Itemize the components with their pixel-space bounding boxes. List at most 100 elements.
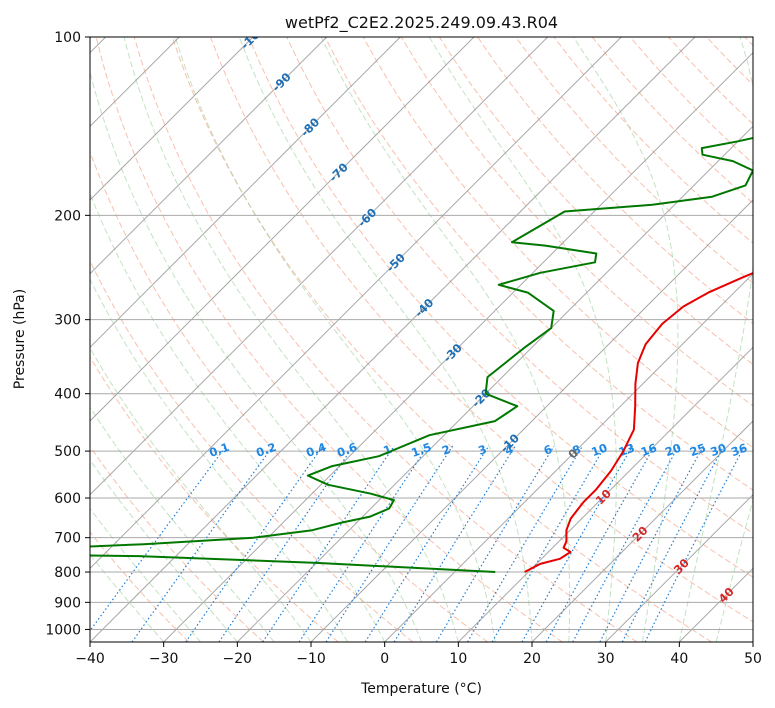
mixing-ratio-line <box>298 445 429 642</box>
isotherm-line <box>90 37 622 570</box>
y-tick-label: 100 <box>54 30 81 46</box>
x-tick-label: −30 <box>149 651 179 667</box>
mixing-ratio-label: 0.1 <box>207 440 231 460</box>
mixing-ratio-line <box>466 445 584 642</box>
dry-adiabat-line <box>90 445 264 642</box>
x-tick-label: 0 <box>380 651 389 667</box>
mixing-ratio-line <box>545 445 656 642</box>
isotherm-line <box>531 420 753 642</box>
moist-adiabat-line <box>428 37 617 642</box>
dry-adiabat-line <box>591 37 753 204</box>
y-tick-label: 400 <box>54 387 81 403</box>
dry-adiabat-line <box>210 37 753 623</box>
y-tick-label: 200 <box>54 208 81 224</box>
y-tick-label: 800 <box>54 565 81 581</box>
mixing-ratio-line <box>325 445 454 642</box>
dry-adiabat-line <box>90 531 190 642</box>
isotherm-line <box>605 493 753 642</box>
isotherm-line <box>236 125 753 642</box>
isoline-labels: 0.1 0.2 0.4 0.6 1 1.5 2 3 4 6 8 10 13 16 20 25 30 36-100-… <box>207 37 749 606</box>
mixing-ratio-label: 0.4 <box>304 440 328 460</box>
background-lines <box>90 37 753 642</box>
mixing-ratio-label: 36 <box>729 441 749 460</box>
mixing-ratio-line <box>621 445 725 642</box>
moist-adiabat-line <box>678 37 753 642</box>
x-tick-label: −20 <box>223 651 253 667</box>
moist-adiabat-line <box>90 70 422 642</box>
x-tick-label: 10 <box>449 651 467 667</box>
x-tick-label: 20 <box>523 651 541 667</box>
dry-adiabat-line <box>90 259 414 642</box>
mixing-ratio-label: 10 <box>589 441 609 460</box>
moist-adiabat-line <box>90 553 165 642</box>
moist-adiabat-line <box>123 37 459 642</box>
isotherm-line <box>90 37 401 349</box>
mixing-ratio-label: 0.2 <box>254 440 278 460</box>
isotherm-line <box>90 37 696 642</box>
profile-traces <box>90 136 753 573</box>
moist-adiabat-line <box>715 497 753 642</box>
dry-adiabat-line <box>248 37 753 578</box>
axis-ticks: −40 −30 −20 −10 0 10 20 30 40 50 100 200 300 400 500 60… <box>45 30 762 667</box>
isotherm-line <box>384 272 753 642</box>
moist-adiabat-line <box>174 37 496 642</box>
mixing-ratio-line <box>599 445 704 642</box>
y-tick-label: 700 <box>54 531 81 547</box>
isotherm-line <box>310 199 753 642</box>
x-tick-label: 40 <box>670 651 688 667</box>
x-tick-label: −40 <box>75 651 105 667</box>
mixing-ratio-line <box>218 445 355 642</box>
isotherm-line <box>90 37 328 275</box>
dry-adiabat-line <box>90 150 488 642</box>
y-tick-label: 600 <box>54 491 81 507</box>
x-tick-label: 30 <box>597 651 615 667</box>
moist-adiabat-line <box>572 37 679 642</box>
dry-adiabat-line <box>95 37 563 642</box>
isotherm-line <box>752 641 753 642</box>
moist-adiabat-line <box>90 459 238 642</box>
x-axis-label: Temperature (°C) <box>360 681 482 697</box>
dry-adiabat-line <box>438 37 753 366</box>
mixing-ratio-line <box>572 445 680 642</box>
isotherm-line <box>163 51 753 642</box>
temperature-trace <box>524 272 753 573</box>
moist-adiabat-line <box>90 507 201 642</box>
moist-adiabat-line <box>90 192 386 642</box>
y-tick-label: 300 <box>54 313 81 329</box>
moist-adiabat-line <box>320 37 571 642</box>
mixing-ratio-line <box>435 445 555 642</box>
dry-adiabat-line <box>744 37 753 47</box>
x-tick-label: −10 <box>296 651 326 667</box>
dry-adiabat-line <box>515 37 753 284</box>
y-tick-label: 1000 <box>45 622 81 638</box>
moist-adiabat-line <box>90 406 275 642</box>
isotherm-line <box>457 346 753 642</box>
dry-adiabat-line <box>133 37 638 642</box>
dry-adiabat-line <box>90 356 339 642</box>
y-tick-label: 900 <box>54 595 81 611</box>
mixing-ratio-label: 1.5 <box>409 440 433 460</box>
mixing-ratio-label: 20 <box>663 441 683 460</box>
chart-title: wetPf2_C2E2.2025.249.09.43.R04 <box>285 13 558 33</box>
y-axis-label: Pressure (hPa) <box>12 289 28 389</box>
isotherm-line <box>90 37 475 422</box>
isotherm-line <box>90 37 549 496</box>
plot-frame <box>89 36 754 643</box>
mixing-ratio-label: 0.6 <box>335 440 359 460</box>
y-tick-label: 500 <box>54 444 81 460</box>
x-tick-label: 50 <box>744 651 762 667</box>
mixing-ratio-label: 16 <box>639 441 659 460</box>
dry-adiabat-line <box>706 37 753 86</box>
mixing-ratio-line <box>185 445 324 642</box>
mixing-ratio-label: 3 <box>476 442 488 458</box>
mixing-ratio-line <box>131 445 274 642</box>
mixing-ratio-line <box>644 445 746 642</box>
moist-adiabat-line <box>90 347 312 642</box>
dry-adiabat-line <box>668 37 753 125</box>
mixing-ratio-label: 25 <box>688 441 708 460</box>
isotherm-line <box>90 37 254 201</box>
dry-adiabat-line <box>400 37 753 407</box>
mixing-ratio-line <box>393 445 516 642</box>
mixing-ratio-label: 30 <box>708 441 728 460</box>
